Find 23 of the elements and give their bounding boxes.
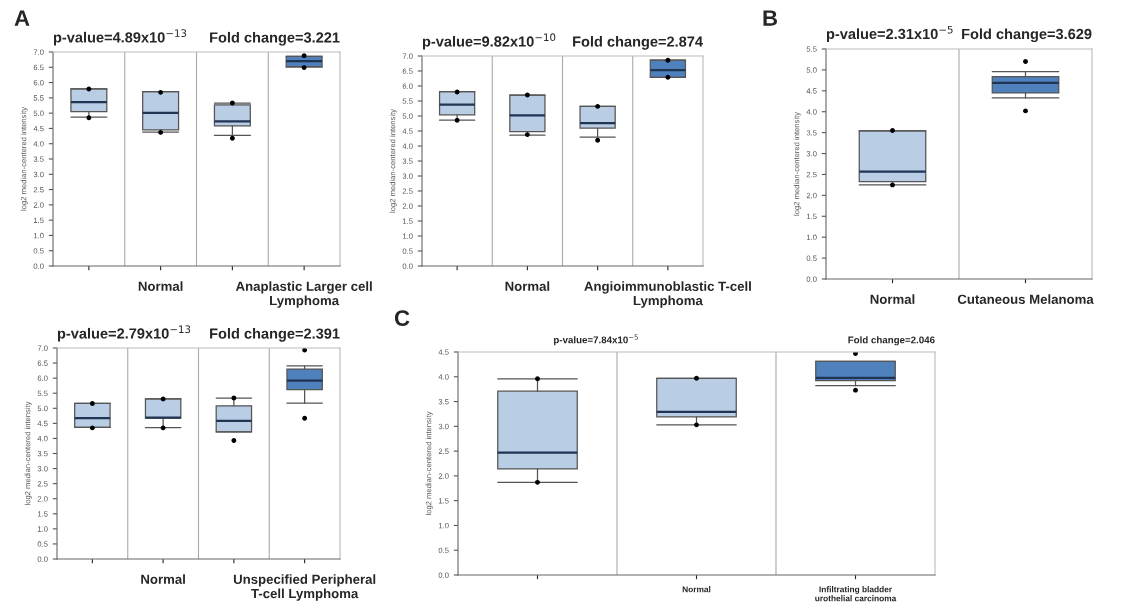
x-tick-label: Anaplastic Larger cell Lymphoma <box>235 281 372 308</box>
x-tick-label: Normal <box>682 586 711 593</box>
chart-subtitle: Fold change=2.046 <box>848 336 935 346</box>
x-tick-label: Normal <box>505 281 550 291</box>
text: B <box>763 10 778 26</box>
x-tick-label: Unspecified Peripheral T-cell Lymphoma <box>233 574 376 601</box>
chart-subtitle: Fold change=2.391 <box>210 328 340 342</box>
x-tick-label: Normal <box>141 574 185 584</box>
chart-subtitle: Fold change=3.629 <box>962 28 1092 43</box>
x-tick-label: Angioimmunoblastic T-cell Lymphoma <box>584 281 751 308</box>
chart-subtitle: Fold change=2.874 <box>573 36 703 50</box>
chart-title: p-value=9.82x10$^{−10}$ <box>422 33 556 50</box>
chart-title: p-value=4.89x10$^{−13}$ <box>53 29 187 46</box>
x-tick-label: Cutaneous Melanoma <box>957 294 1094 304</box>
text: C <box>394 310 410 326</box>
x-tick-label: Infiltrating bladder urothelial carcinoma <box>815 586 897 602</box>
chart-subtitle: Fold change=3.221 <box>210 31 340 46</box>
x-tick-label: Normal <box>870 294 915 304</box>
chart-title: p-value=2.79x10$^{−13}$ <box>57 325 191 342</box>
x-tick-label: Normal <box>138 281 183 291</box>
text: A <box>14 10 30 26</box>
chart-title: p-value=7.84x10$^{−5}$ <box>554 334 638 346</box>
chart-title: p-value=2.31x10$^{−5}$ <box>826 25 953 42</box>
